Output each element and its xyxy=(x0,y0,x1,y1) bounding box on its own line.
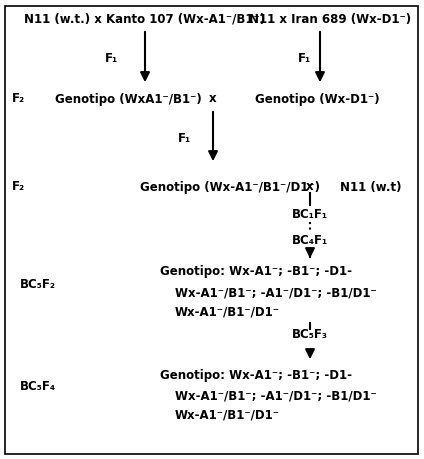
Text: BC₅F₂: BC₅F₂ xyxy=(20,278,56,291)
Text: Wx-A1⁻/B1⁻; -A1⁻/D1⁻; -B1/D1⁻: Wx-A1⁻/B1⁻; -A1⁻/D1⁻; -B1/D1⁻ xyxy=(175,286,377,300)
Text: F₁: F₁ xyxy=(105,52,118,66)
Text: x: x xyxy=(209,93,217,106)
Text: N11 (w.t.) x Kanto 107 (Wx-A1⁻/B1⁻): N11 (w.t.) x Kanto 107 (Wx-A1⁻/B1⁻) xyxy=(25,12,265,26)
Text: Genotipo (Wx-A1⁻/B1⁻/D1⁻): Genotipo (Wx-A1⁻/B1⁻/D1⁻) xyxy=(140,180,320,194)
Text: Genotipo (Wx-D1⁻): Genotipo (Wx-D1⁻) xyxy=(255,93,379,106)
Text: Wx-A1⁻/B1⁻/D1⁻: Wx-A1⁻/B1⁻/D1⁻ xyxy=(175,409,280,421)
Text: N11 x Iran 689 (Wx-D1⁻): N11 x Iran 689 (Wx-D1⁻) xyxy=(249,12,411,26)
Text: Wx-A1⁻/B1⁻/D1⁻: Wx-A1⁻/B1⁻/D1⁻ xyxy=(175,306,280,319)
Text: F₁: F₁ xyxy=(178,133,191,146)
Text: BC₄F₁: BC₄F₁ xyxy=(292,235,328,247)
Text: BC₅F₃: BC₅F₃ xyxy=(292,329,328,341)
Text: F₁: F₁ xyxy=(298,52,311,66)
Text: BC₁F₁: BC₁F₁ xyxy=(292,207,328,220)
Text: x: x xyxy=(306,180,314,194)
Text: BC₅F₄: BC₅F₄ xyxy=(20,381,56,393)
FancyBboxPatch shape xyxy=(5,6,418,454)
Text: Genotipo (WxA1⁻/B1⁻): Genotipo (WxA1⁻/B1⁻) xyxy=(55,93,202,106)
Text: N11 (w.t): N11 (w.t) xyxy=(340,180,402,194)
Text: Wx-A1⁻/B1⁻; -A1⁻/D1⁻; -B1/D1⁻: Wx-A1⁻/B1⁻; -A1⁻/D1⁻; -B1/D1⁻ xyxy=(175,390,377,403)
Text: Genotipo: Wx-A1⁻; -B1⁻; -D1-: Genotipo: Wx-A1⁻; -B1⁻; -D1- xyxy=(160,265,352,279)
Text: Genotipo: Wx-A1⁻; -B1⁻; -D1-: Genotipo: Wx-A1⁻; -B1⁻; -D1- xyxy=(160,369,352,381)
Text: F₂: F₂ xyxy=(12,93,25,106)
Text: F₂: F₂ xyxy=(12,180,25,194)
